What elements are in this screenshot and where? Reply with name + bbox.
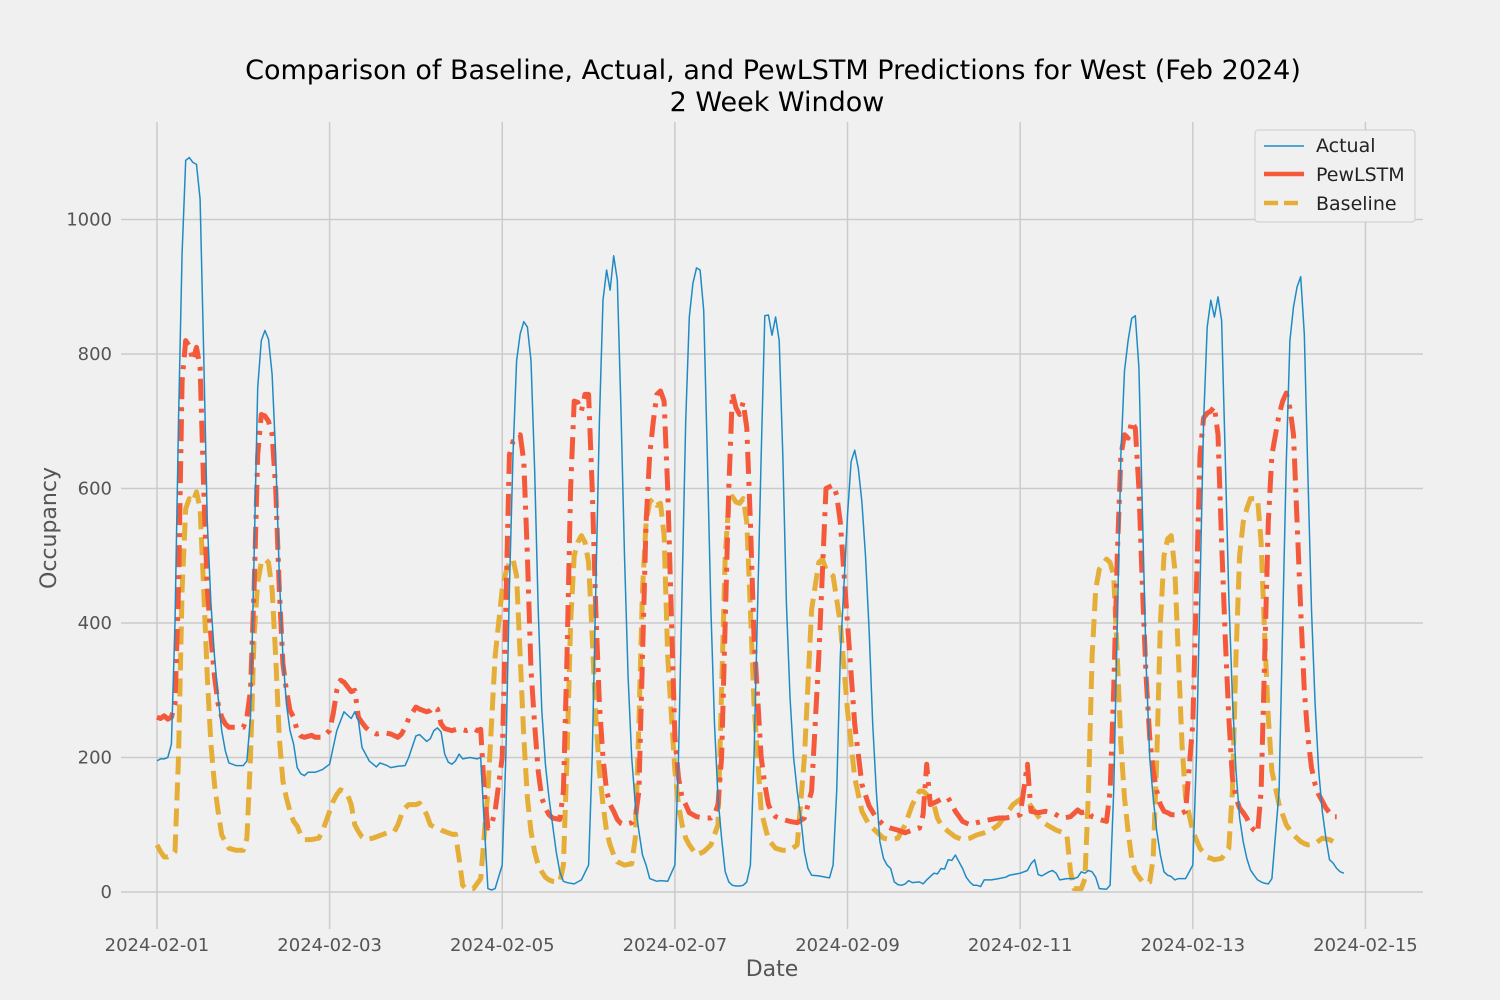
series-line-baseline <box>154 489 1338 892</box>
y-tick-label: 600 <box>78 479 112 500</box>
y-axis-label: Occupancy <box>37 467 62 589</box>
y-tick-label: 200 <box>78 748 112 769</box>
y-tick-label: 400 <box>78 613 112 634</box>
x-tick-label: 2024-02-09 <box>795 935 900 956</box>
x-tick-label: 2024-02-01 <box>105 935 210 956</box>
chart-subtitle: 2 Week Window <box>670 87 885 118</box>
series-line-pewlstm <box>156 338 1337 836</box>
legend-label-pewlstm: PewLSTM <box>1316 164 1405 186</box>
y-tick-label: 800 <box>78 344 112 365</box>
legend-label-actual: Actual <box>1316 135 1376 157</box>
x-axis-label: Date <box>746 957 799 982</box>
series-line-actual <box>156 156 1345 891</box>
series-layer <box>154 156 1345 892</box>
x-tick-label: 2024-02-07 <box>623 935 728 956</box>
y-tick-label: 0 <box>101 882 112 903</box>
legend-label-baseline: Baseline <box>1316 193 1397 215</box>
legend-box <box>1254 129 1416 223</box>
legend: Actual PewLSTM Baseline <box>1254 129 1416 223</box>
x-tick-label: 2024-02-13 <box>1141 935 1246 956</box>
x-tick-label: 2024-02-11 <box>968 935 1073 956</box>
x-tick-label: 2024-02-03 <box>277 935 382 956</box>
x-tick-label: 2024-02-15 <box>1313 935 1418 956</box>
tick-layer: 0 200 400 600 800 1000 2024-02-01 2024-02-03 202… <box>66 210 1418 956</box>
chart-title: Comparison of Baseline, Actual, and PewL… <box>245 55 1301 86</box>
x-tick-label: 2024-02-05 <box>450 935 555 956</box>
y-tick-label: 1000 <box>66 210 112 231</box>
